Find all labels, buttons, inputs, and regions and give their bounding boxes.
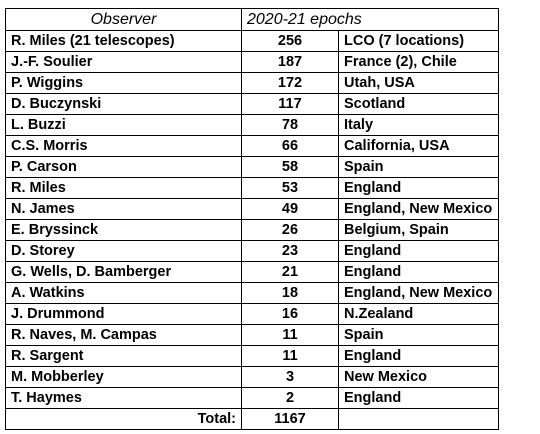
table-row: R. Miles 53 England — [5, 177, 499, 199]
location-cell: Spain — [338, 156, 499, 178]
observer-cell: R. Naves, M. Campas — [5, 324, 242, 346]
location-cell: Italy — [338, 114, 499, 136]
observer-cell: J.-F. Soulier — [5, 51, 242, 73]
table-row: R. Miles (21 telescopes) 256 LCO (7 locati… — [5, 30, 499, 52]
total-location-cell — [338, 408, 499, 430]
observer-cell: R. Miles — [5, 177, 242, 199]
epochs-cell: 21 — [241, 261, 339, 283]
observer-cell: P. Carson — [5, 156, 242, 178]
location-cell: Belgium, Spain — [338, 219, 499, 241]
observers-table: Observer 2020-21 epochs R. Miles (21 tel… — [5, 8, 499, 430]
observer-cell: G. Wells, D. Bamberger — [5, 261, 242, 283]
observer-cell: C.S. Morris — [5, 135, 242, 157]
location-cell: England — [338, 345, 499, 367]
epochs-cell: 11 — [241, 345, 339, 367]
epochs-cell: 66 — [241, 135, 339, 157]
observer-cell: E. Bryssinck — [5, 219, 242, 241]
location-cell: Utah, USA — [338, 72, 499, 94]
location-cell: New Mexico — [338, 366, 499, 388]
table-row: R. Sargent 11 England — [5, 345, 499, 367]
table-row: P. Wiggins 172 Utah, USA — [5, 72, 499, 94]
epochs-cell: 18 — [241, 282, 339, 304]
header-row: Observer 2020-21 epochs — [5, 8, 499, 31]
observer-cell: T. Haymes — [5, 387, 242, 409]
table-row: D. Storey 23 England — [5, 240, 499, 262]
epochs-cell: 49 — [241, 198, 339, 220]
epochs-cell: 58 — [241, 156, 339, 178]
location-cell: LCO (7 locations) — [338, 30, 499, 52]
location-cell: England, New Mexico — [338, 198, 499, 220]
table-row: E. Bryssinck 26 Belgium, Spain — [5, 219, 499, 241]
total-value: 1167 — [241, 408, 339, 430]
epochs-cell: 16 — [241, 303, 339, 325]
observer-cell: L. Buzzi — [5, 114, 242, 136]
table-row: M. Mobberley 3 New Mexico — [5, 366, 499, 388]
total-label: Total: — [5, 408, 242, 430]
location-cell: England — [338, 177, 499, 199]
table-row: T. Haymes 2 England — [5, 387, 499, 409]
table-row: R. Naves, M. Campas 11 Spain — [5, 324, 499, 346]
epochs-cell: 26 — [241, 219, 339, 241]
location-cell: England — [338, 387, 499, 409]
table-row: J. Drummond 16 N.Zealand — [5, 303, 499, 325]
epochs-cell: 172 — [241, 72, 339, 94]
epochs-cell: 256 — [241, 30, 339, 52]
epochs-cell: 23 — [241, 240, 339, 262]
location-cell: France (2), Chile — [338, 51, 499, 73]
epochs-header: 2020-21 epochs — [241, 8, 499, 31]
table-row: G. Wells, D. Bamberger 21 England — [5, 261, 499, 283]
table-row: L. Buzzi 78 Italy — [5, 114, 499, 136]
epochs-cell: 2 — [241, 387, 339, 409]
epochs-cell: 187 — [241, 51, 339, 73]
table-row: P. Carson 58 Spain — [5, 156, 499, 178]
observer-cell: R. Sargent — [5, 345, 242, 367]
table-row: J.-F. Soulier 187 France (2), Chile — [5, 51, 499, 73]
epochs-cell: 53 — [241, 177, 339, 199]
observer-header: Observer — [5, 8, 242, 31]
table-row: A. Watkins 18 England, New Mexico — [5, 282, 499, 304]
epochs-cell: 11 — [241, 324, 339, 346]
table-row: N. James 49 England, New Mexico — [5, 198, 499, 220]
epochs-cell: 3 — [241, 366, 339, 388]
location-cell: England, New Mexico — [338, 282, 499, 304]
total-row: Total: 1167 — [5, 408, 499, 430]
location-cell: Spain — [338, 324, 499, 346]
observer-cell: R. Miles (21 telescopes) — [5, 30, 242, 52]
observer-cell: D. Storey — [5, 240, 242, 262]
observer-cell: N. James — [5, 198, 242, 220]
location-cell: England — [338, 261, 499, 283]
table-row: D. Buczynski 117 Scotland — [5, 93, 499, 115]
observer-cell: D. Buczynski — [5, 93, 242, 115]
location-cell: England — [338, 240, 499, 262]
observer-cell: J. Drummond — [5, 303, 242, 325]
observer-cell: M. Mobberley — [5, 366, 242, 388]
location-cell: California, USA — [338, 135, 499, 157]
observer-cell: P. Wiggins — [5, 72, 242, 94]
epochs-cell: 117 — [241, 93, 339, 115]
location-cell: Scotland — [338, 93, 499, 115]
observer-cell: A. Watkins — [5, 282, 242, 304]
epochs-cell: 78 — [241, 114, 339, 136]
table-row: C.S. Morris 66 California, USA — [5, 135, 499, 157]
location-cell: N.Zealand — [338, 303, 499, 325]
